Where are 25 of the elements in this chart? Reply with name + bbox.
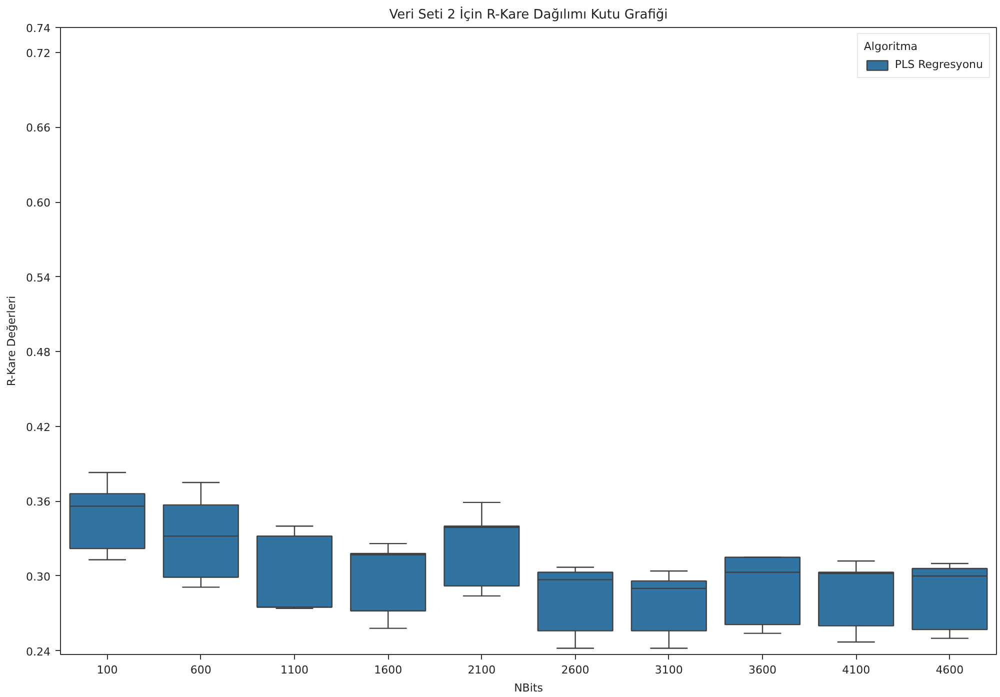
y-tick-label: 0.66 [26,122,51,135]
y-tick-label: 0.24 [26,645,51,658]
y-tick-label: 0.54 [26,271,51,284]
x-tick-label: 100 [96,664,118,676]
y-tick-label: 0.74 [26,22,51,35]
x-tick-label: 4600 [936,664,964,676]
x-tick-label: 3100 [654,664,683,676]
x-tick-label: 2600 [561,664,590,676]
y-tick-label: 0.42 [26,420,51,434]
x-tick-label: 4100 [842,664,870,676]
legend-label: PLS Regresyonu [894,58,983,71]
x-tick-label: 1100 [280,664,309,676]
x-tick-label: 3600 [748,664,777,676]
y-tick-label: 0.30 [26,570,51,584]
y-tick-label: 0.36 [26,496,51,509]
y-tick-label: 0.48 [26,346,51,360]
legend-title: Algoritma [864,40,919,53]
x-tick-label: 600 [190,664,212,676]
y-axis-title: R-Kare Değerleri [5,296,18,386]
x-axis-title: NBits [514,682,544,694]
x-tick-label: 2100 [468,664,496,676]
y-tick-label: 0.72 [26,46,51,60]
x-tick-label: 1600 [374,664,402,676]
chart-title: Veri Seti 2 İçin R-Kare Dağılımı Kutu Grafiği [389,6,668,22]
y-tick-label: 0.60 [26,196,51,210]
